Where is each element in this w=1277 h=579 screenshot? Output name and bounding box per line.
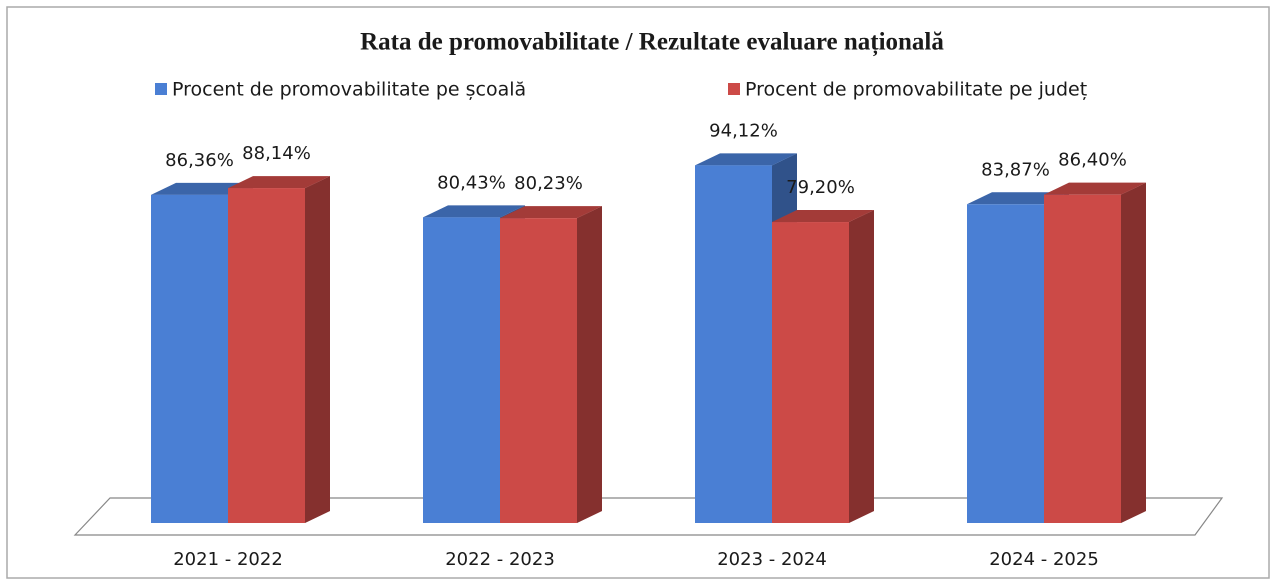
- bar: [500, 218, 577, 523]
- bar-top: [695, 153, 797, 166]
- bar: [151, 194, 228, 523]
- bar: [695, 165, 772, 523]
- bar: [967, 204, 1044, 523]
- bar-top-shade: [151, 182, 253, 195]
- bar: [228, 188, 305, 523]
- bar-top-shade: [695, 153, 797, 166]
- bar-side-shade: [577, 206, 602, 523]
- data-label: 83,87%: [981, 159, 1050, 180]
- bar: [423, 217, 500, 523]
- bar-top: [151, 182, 253, 195]
- bar-side: [305, 176, 330, 523]
- legend-label: Procent de promovabilitate pe școală: [172, 79, 526, 101]
- data-label: 80,43%: [437, 172, 506, 193]
- bar-top-shade: [423, 205, 525, 218]
- x-tick-label: 2022 - 2023: [445, 549, 555, 570]
- x-tick-label: 2024 - 2025: [989, 549, 1099, 570]
- x-tick-label: 2021 - 2022: [173, 549, 283, 570]
- data-label: 86,36%: [165, 150, 234, 171]
- bar-top-shade: [228, 176, 330, 189]
- bar-top: [1044, 182, 1146, 195]
- bar-top-shade: [967, 192, 1069, 205]
- bar-side: [577, 206, 602, 523]
- data-label: 94,12%: [709, 120, 778, 141]
- bar-top: [423, 205, 525, 218]
- bar-top: [967, 192, 1069, 205]
- bar-top: [772, 210, 874, 223]
- chart-title: Rata de promovabilitate / Rezultate eval…: [360, 29, 944, 57]
- floor: [73, 497, 1224, 536]
- bar-side: [1121, 182, 1146, 523]
- bar: [772, 222, 849, 524]
- x-tick-label: 2023 - 2024: [717, 549, 827, 570]
- bar-top: [228, 176, 330, 189]
- bar-side: [849, 210, 874, 524]
- bar: [1044, 194, 1121, 523]
- data-label: 80,23%: [514, 173, 583, 194]
- legend-swatch: [728, 83, 740, 95]
- legend-swatch: [155, 83, 167, 95]
- bar-top-shade: [1044, 182, 1146, 195]
- bar-side-shade: [849, 210, 874, 524]
- legend-label: Procent de promovabilitate pe județ: [745, 79, 1087, 101]
- bar-top-shade: [500, 206, 602, 219]
- bar-side-shade: [305, 176, 330, 523]
- bar-top: [500, 206, 602, 219]
- data-label: 88,14%: [242, 143, 311, 164]
- data-label: 86,40%: [1058, 150, 1127, 171]
- bar-top-shade: [772, 210, 874, 223]
- bar-side-shade: [1121, 182, 1146, 523]
- data-label: 79,20%: [786, 177, 855, 198]
